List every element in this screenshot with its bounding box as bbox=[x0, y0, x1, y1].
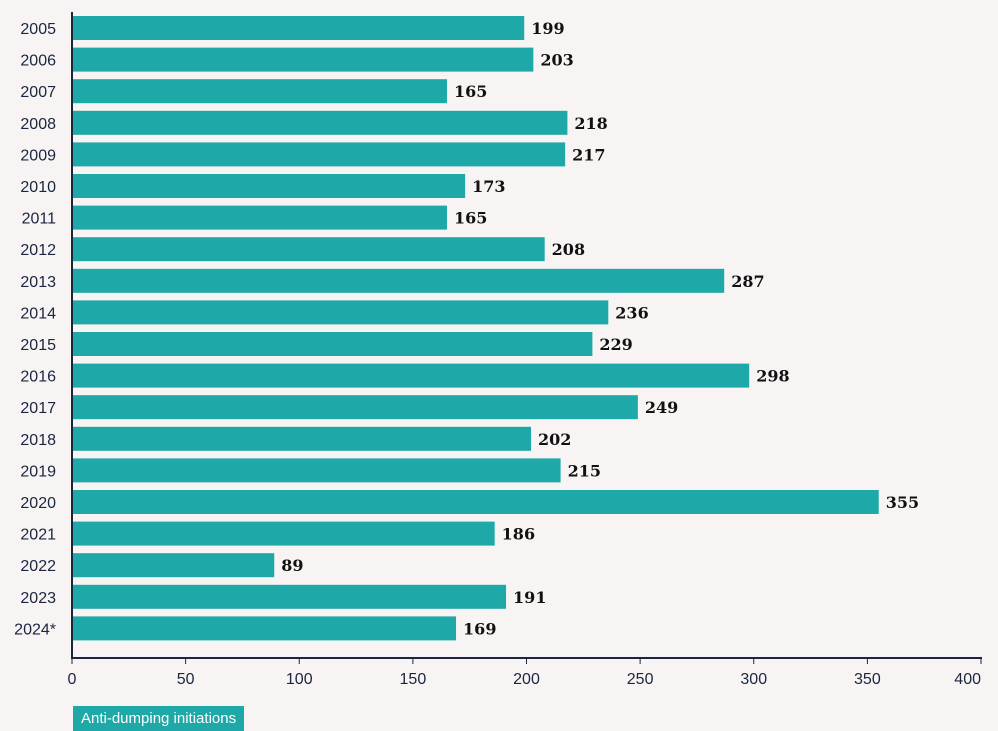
value-label: 169 bbox=[463, 619, 496, 638]
category-label: 2018 bbox=[20, 432, 56, 449]
category-label: 2016 bbox=[20, 369, 56, 386]
bar-2017 bbox=[72, 395, 638, 420]
x-tick-label: 250 bbox=[627, 671, 654, 688]
category-label: 2019 bbox=[20, 463, 56, 480]
bar-2005 bbox=[72, 16, 525, 40]
x-tick-label: 400 bbox=[954, 671, 981, 688]
bar-2015 bbox=[72, 332, 593, 356]
bar-chart: 2005 199 2006 203 2007 165 2008 218 2009 217 2010 1… bbox=[14, 12, 982, 688]
value-label: 355 bbox=[886, 493, 919, 512]
category-label: 2022 bbox=[20, 558, 56, 575]
value-label: 186 bbox=[502, 525, 535, 544]
category-label: 2012 bbox=[20, 242, 56, 259]
bar-2023 bbox=[72, 584, 507, 609]
category-label: 2005 bbox=[20, 21, 56, 38]
x-tick-label: 100 bbox=[286, 671, 313, 688]
value-label: 165 bbox=[454, 209, 487, 228]
category-label: 2013 bbox=[20, 274, 56, 291]
value-label: 202 bbox=[538, 430, 571, 449]
category-label: 2008 bbox=[20, 116, 56, 133]
x-tick-label: 50 bbox=[177, 671, 195, 688]
x-tick-label: 300 bbox=[740, 671, 767, 688]
bar-2010 bbox=[72, 174, 466, 198]
category-label: 2017 bbox=[20, 400, 56, 417]
bar-2022 bbox=[72, 553, 275, 578]
category-label: 2021 bbox=[20, 527, 56, 544]
bar-2013 bbox=[72, 268, 725, 293]
value-label: 199 bbox=[531, 19, 564, 38]
value-label: 173 bbox=[472, 177, 505, 196]
value-label: 287 bbox=[731, 272, 764, 291]
value-label: 208 bbox=[552, 240, 585, 259]
bar-2014 bbox=[72, 300, 609, 325]
category-label: 2011 bbox=[22, 211, 57, 228]
category-label: 2006 bbox=[20, 53, 56, 70]
labels-layer: 2005 199 2006 203 2007 165 2008 218 2009 217 2010 1… bbox=[14, 19, 919, 638]
category-label: 2020 bbox=[20, 495, 56, 512]
category-label: 2007 bbox=[20, 84, 56, 101]
value-label: 191 bbox=[513, 588, 546, 607]
value-label: 236 bbox=[615, 303, 648, 322]
bar-2012 bbox=[72, 237, 545, 262]
value-label: 165 bbox=[454, 82, 487, 101]
bar-2016 bbox=[72, 363, 750, 388]
legend-series-label: Anti-dumping initiations bbox=[73, 706, 245, 731]
value-label: 229 bbox=[599, 335, 632, 354]
bar-2021 bbox=[72, 521, 495, 546]
value-label: 217 bbox=[572, 145, 605, 164]
bar-2019 bbox=[72, 458, 561, 483]
value-label: 298 bbox=[756, 367, 789, 386]
bar-2006 bbox=[72, 47, 534, 72]
category-label: 2010 bbox=[20, 179, 56, 196]
bar-2008 bbox=[72, 110, 568, 135]
bar-2024 bbox=[72, 616, 457, 641]
value-label: 203 bbox=[540, 51, 573, 70]
category-label: 2023 bbox=[20, 590, 56, 607]
bar-2009 bbox=[72, 142, 566, 167]
bars-layer bbox=[72, 16, 879, 641]
category-label: 2014 bbox=[20, 305, 56, 322]
bar-2007 bbox=[72, 79, 447, 104]
bar-2020 bbox=[72, 490, 879, 514]
category-label: 2009 bbox=[20, 147, 56, 164]
value-label: 218 bbox=[574, 114, 607, 133]
x-tick-label: 350 bbox=[854, 671, 881, 688]
value-label: 249 bbox=[645, 398, 678, 417]
value-label: 89 bbox=[281, 556, 303, 575]
x-tick-label: 200 bbox=[513, 671, 540, 688]
x-tick-label: 0 bbox=[68, 671, 77, 688]
bar-2018 bbox=[72, 426, 532, 451]
category-label: 2024* bbox=[14, 621, 56, 638]
ticks-layer: 0 50 100 150 200 250 300 350 400 bbox=[68, 658, 982, 688]
x-tick-label: 150 bbox=[400, 671, 427, 688]
value-label: 215 bbox=[568, 461, 601, 480]
category-label: 2015 bbox=[20, 337, 56, 354]
bar-2011 bbox=[72, 205, 447, 230]
